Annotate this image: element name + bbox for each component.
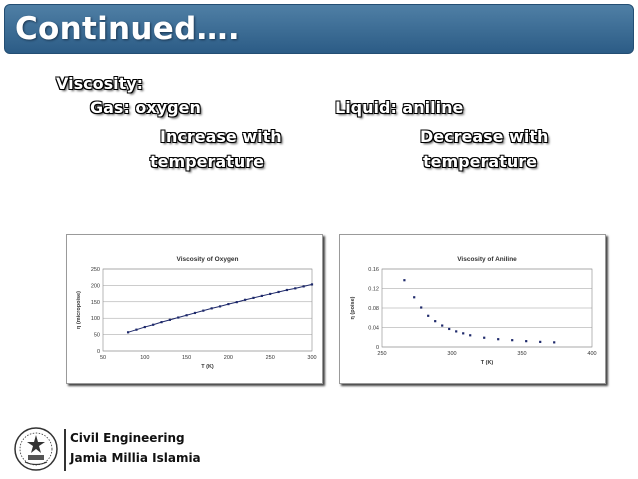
- data-point: [252, 296, 255, 299]
- data-point: [126, 331, 130, 334]
- data-point: [244, 298, 247, 301]
- data-point: [193, 311, 197, 315]
- y-tick-label: 0.04: [368, 326, 379, 332]
- gas-label: Gas: oxygen: [90, 98, 201, 117]
- footer-divider: [64, 429, 66, 471]
- data-point: [441, 324, 444, 327]
- data-point: [420, 306, 423, 309]
- y-tick-label: 0: [97, 349, 100, 355]
- data-point: [448, 327, 451, 331]
- x-tick-label: 300: [307, 355, 316, 361]
- gas-trend-line2: temperature: [150, 152, 264, 171]
- data-point: [285, 288, 289, 292]
- data-point: [539, 340, 542, 343]
- x-axis-label: T (K): [481, 360, 494, 366]
- data-point: [227, 302, 230, 306]
- data-point: [177, 316, 180, 319]
- aniline-chart: 0 0.04 0.08 0.12 0.16 250 300 350 400 Viscosity o…: [339, 234, 606, 384]
- viscosity-heading: Viscosity:: [56, 74, 144, 93]
- university-emblem-icon: [14, 427, 58, 471]
- data-point: [218, 305, 222, 308]
- x-axis-label: T (K): [201, 364, 214, 370]
- y-tick-label: 0.08: [368, 306, 379, 312]
- x-tick-label: 100: [140, 355, 149, 361]
- data-point: [511, 339, 514, 342]
- liquid-trend-line2: temperature: [423, 152, 537, 171]
- y-tick-label: 100: [91, 316, 100, 322]
- data-point: [497, 338, 500, 341]
- data-point: [143, 325, 146, 329]
- data-point: [427, 314, 430, 317]
- data-point: [455, 330, 458, 333]
- data-point: [210, 307, 213, 310]
- data-point: [160, 321, 163, 324]
- data-point: [168, 318, 171, 321]
- data-point: [135, 328, 138, 331]
- aniline-chart-svg: 0 0.04 0.08 0.12 0.16 250 300 350 400 Viscosity o…: [350, 256, 597, 366]
- x-tick-label: 300: [447, 351, 456, 357]
- data-point: [310, 283, 314, 286]
- data-point: [553, 341, 556, 344]
- y-tick-label: 250: [91, 267, 100, 273]
- y-tick-label: 0.12: [368, 287, 379, 293]
- data-point: [413, 296, 416, 299]
- data-point: [185, 314, 188, 317]
- y-tick-label: 50: [94, 333, 100, 339]
- data-point: [269, 292, 272, 296]
- gas-trend-line1: Increase with: [160, 127, 282, 146]
- x-tick-label: 350: [517, 351, 526, 357]
- x-tick-label: 250: [266, 355, 275, 361]
- chart-title: Viscosity of Aniline: [457, 256, 517, 263]
- data-point: [277, 290, 280, 294]
- liquid-label: Liquid: aniline: [335, 98, 464, 117]
- data-point: [152, 323, 155, 326]
- data-point: [462, 332, 465, 335]
- footer-line1: Civil Engineering: [70, 431, 185, 445]
- y-tick-label: 150: [91, 300, 100, 306]
- chart-title: Viscosity of Oxygen: [176, 256, 238, 263]
- y-tick-label: 0: [376, 345, 379, 351]
- x-tick-label: 50: [100, 355, 106, 361]
- slide-title: Continued….: [15, 11, 240, 47]
- data-point: [525, 340, 528, 343]
- x-tick-label: 200: [224, 355, 233, 361]
- y-axis-label: η (poise): [350, 296, 356, 319]
- data-point: [202, 309, 205, 312]
- data-point: [469, 334, 472, 337]
- footer-line2: Jamia Millia Islamia: [70, 451, 201, 465]
- data-point: [434, 320, 437, 323]
- x-tick-label: 400: [587, 351, 596, 357]
- data-point: [403, 279, 406, 282]
- y-tick-label: 0.16: [368, 267, 379, 273]
- data-point: [302, 285, 305, 288]
- title-bar: Continued….: [4, 4, 634, 54]
- x-tick-label: 150: [182, 355, 191, 361]
- data-point: [260, 294, 263, 297]
- y-axis-label: η (micropoise): [76, 291, 82, 329]
- oxygen-chart: 0 50 100 150 200 250 50 100 150 200 250 300 Viscosit…: [66, 234, 323, 384]
- data-point: [294, 287, 297, 290]
- liquid-trend-line1: Decrease with: [420, 127, 549, 146]
- x-tick-label: 250: [377, 351, 386, 357]
- data-point: [235, 301, 238, 304]
- data-point: [483, 336, 486, 339]
- y-tick-label: 200: [91, 283, 100, 289]
